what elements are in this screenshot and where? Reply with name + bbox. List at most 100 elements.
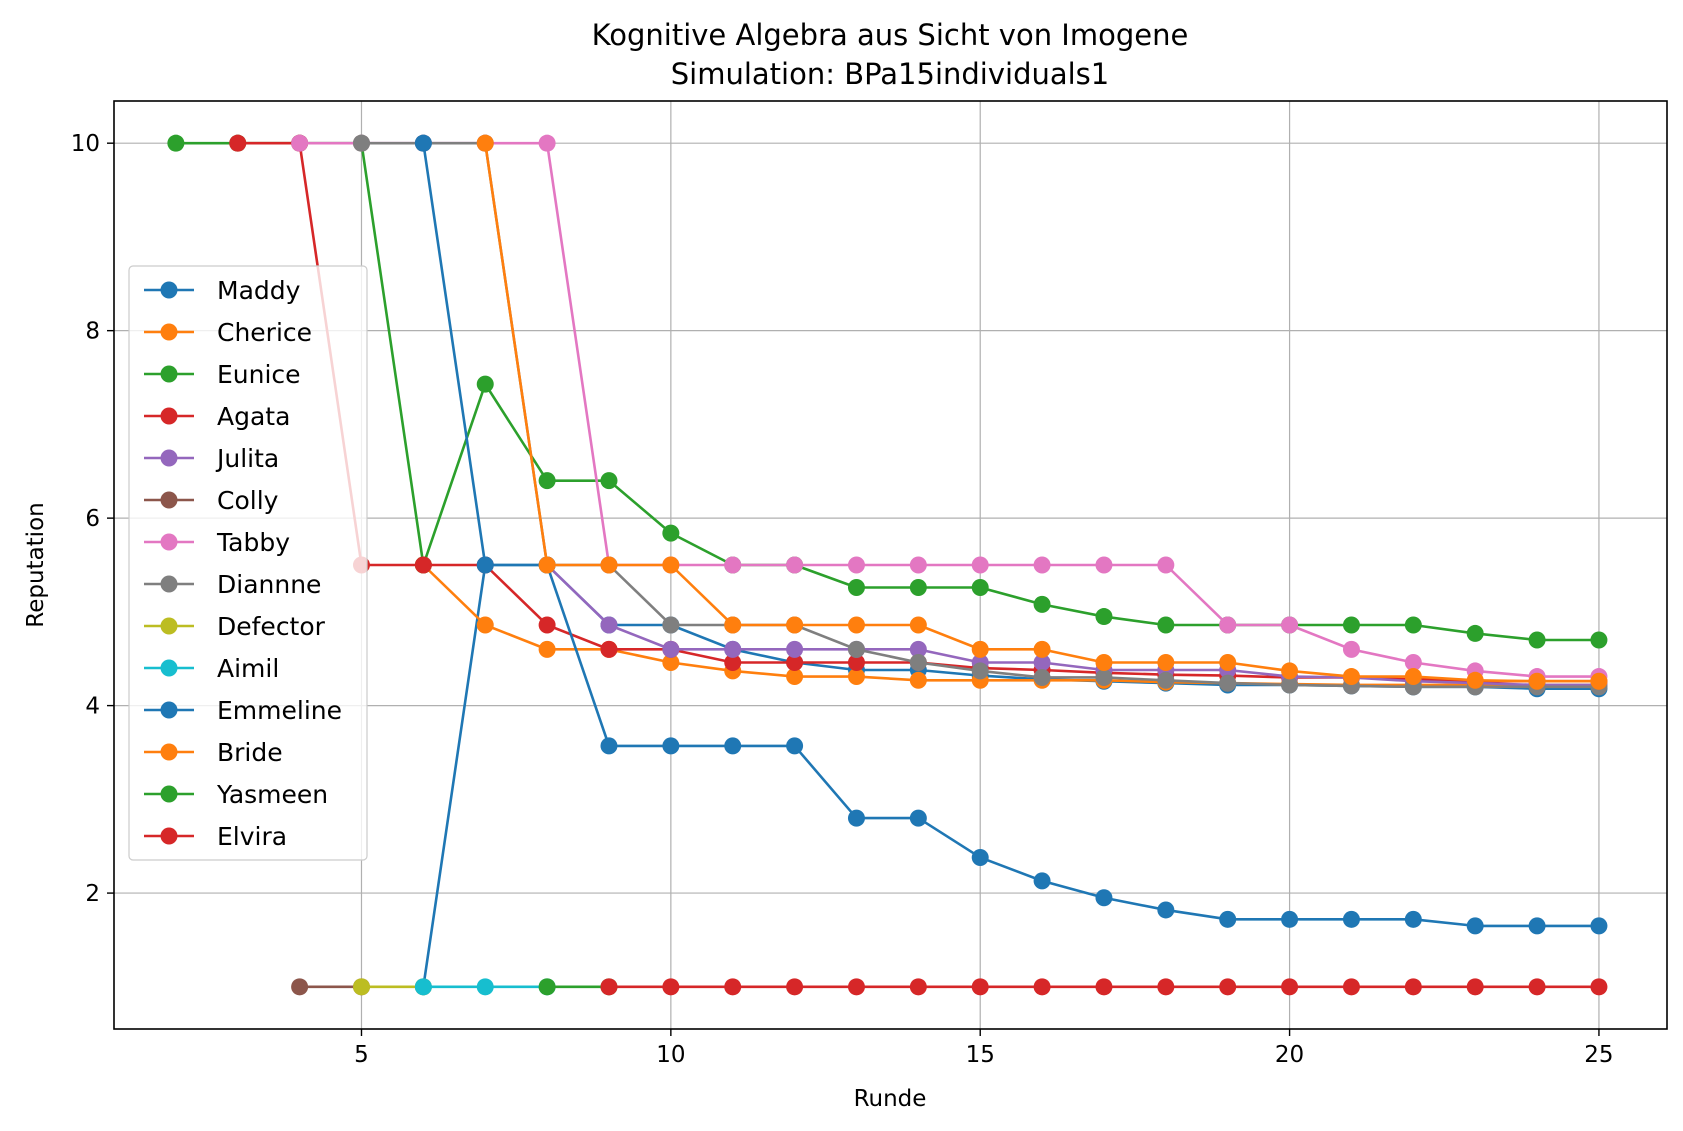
data-point (1033, 595, 1051, 613)
legend-item: Bride (144, 738, 283, 767)
data-point (291, 978, 309, 996)
data-point (600, 616, 618, 634)
data-point (414, 134, 432, 152)
data-point (786, 978, 804, 996)
data-point (847, 668, 865, 686)
legend-item: Cherice (144, 318, 312, 347)
data-point (724, 556, 742, 574)
x-tick-label: 15 (966, 1042, 995, 1068)
data-point (476, 556, 494, 574)
data-point (909, 556, 927, 574)
legend-marker (160, 827, 178, 845)
legend-item: Aimil (144, 654, 279, 683)
legend-label: Cherice (217, 318, 312, 347)
legend-marker (160, 701, 178, 719)
data-point (1033, 978, 1051, 996)
legend-label: Aimil (217, 654, 279, 683)
legend-marker (160, 281, 178, 299)
data-point (1466, 671, 1484, 689)
data-point (971, 662, 989, 680)
legend-label: Agata (217, 402, 290, 431)
x-tick-label: 5 (354, 1042, 369, 1068)
data-point (600, 640, 618, 658)
legend-item: Colly (144, 486, 279, 515)
y-tick-label: 4 (85, 694, 100, 720)
legend-marker (160, 533, 178, 551)
legend-marker (160, 491, 178, 509)
data-point (167, 134, 185, 152)
data-point (909, 616, 927, 634)
legend-marker (160, 575, 178, 593)
data-point (538, 556, 556, 574)
data-point (1157, 901, 1175, 919)
data-point (1157, 556, 1175, 574)
data-point (662, 737, 680, 755)
data-point (1281, 978, 1299, 996)
data-point (1342, 910, 1360, 928)
data-point (600, 978, 618, 996)
legend-marker (160, 323, 178, 341)
y-tick-label: 10 (71, 131, 100, 157)
series-line (422, 564, 1599, 687)
series-line (546, 564, 1599, 687)
legend-item: Emmeline (144, 696, 342, 725)
data-point (1095, 889, 1113, 907)
data-point (971, 556, 989, 574)
y-tick-label: 8 (85, 319, 100, 345)
legend-marker (160, 407, 178, 425)
data-point (786, 556, 804, 574)
legend-item: Elvira (144, 822, 287, 851)
chart-title: Kognitive Algebra aus Sicht von Imogene (592, 18, 1189, 52)
data-point (847, 978, 865, 996)
legend-marker (160, 785, 178, 803)
legend-label: Julita (215, 444, 279, 473)
data-point (1219, 616, 1237, 634)
legend-item: Yasmeen (144, 780, 328, 809)
data-point (847, 556, 865, 574)
x-tick-label: 20 (1275, 1042, 1304, 1068)
data-point (1404, 910, 1422, 928)
data-point (476, 134, 494, 152)
x-tick-label: 10 (656, 1042, 685, 1068)
data-point (847, 809, 865, 827)
data-point (538, 978, 556, 996)
data-point (1219, 978, 1237, 996)
legend-label: Defector (217, 612, 326, 641)
data-point (352, 978, 370, 996)
data-point (1095, 556, 1113, 574)
data-point (847, 653, 865, 671)
legend-item: Tabby (144, 528, 290, 557)
data-point (971, 578, 989, 596)
data-point (538, 640, 556, 658)
data-point (847, 616, 865, 634)
data-point (786, 640, 804, 658)
axis-ticks: 5 10 15 20 25 2 4 6 8 10 (71, 131, 1614, 1068)
series-bride (476, 134, 1608, 690)
data-point (786, 668, 804, 686)
data-point (414, 556, 432, 574)
data-point (538, 616, 556, 634)
data-point (724, 640, 742, 658)
plot-area-frame (113, 100, 1668, 1030)
data-point (1281, 910, 1299, 928)
series-line (299, 141, 1599, 678)
data-point (847, 578, 865, 596)
data-point (909, 578, 927, 596)
data-point (909, 653, 927, 671)
legend-marker (160, 659, 178, 677)
data-point (1590, 631, 1608, 649)
data-point (724, 737, 742, 755)
legend-label: Yasmeen (216, 780, 328, 809)
data-point (1095, 978, 1113, 996)
data-point (1590, 917, 1608, 935)
data-point (909, 809, 927, 827)
data-point (1095, 653, 1113, 671)
data-point (476, 978, 494, 996)
data-point (476, 616, 494, 634)
data-point (1342, 978, 1360, 996)
data-point (600, 472, 618, 490)
data-point (1404, 653, 1422, 671)
series-emmeline (414, 134, 1608, 935)
data-point (1033, 653, 1051, 671)
data-point (538, 134, 556, 152)
